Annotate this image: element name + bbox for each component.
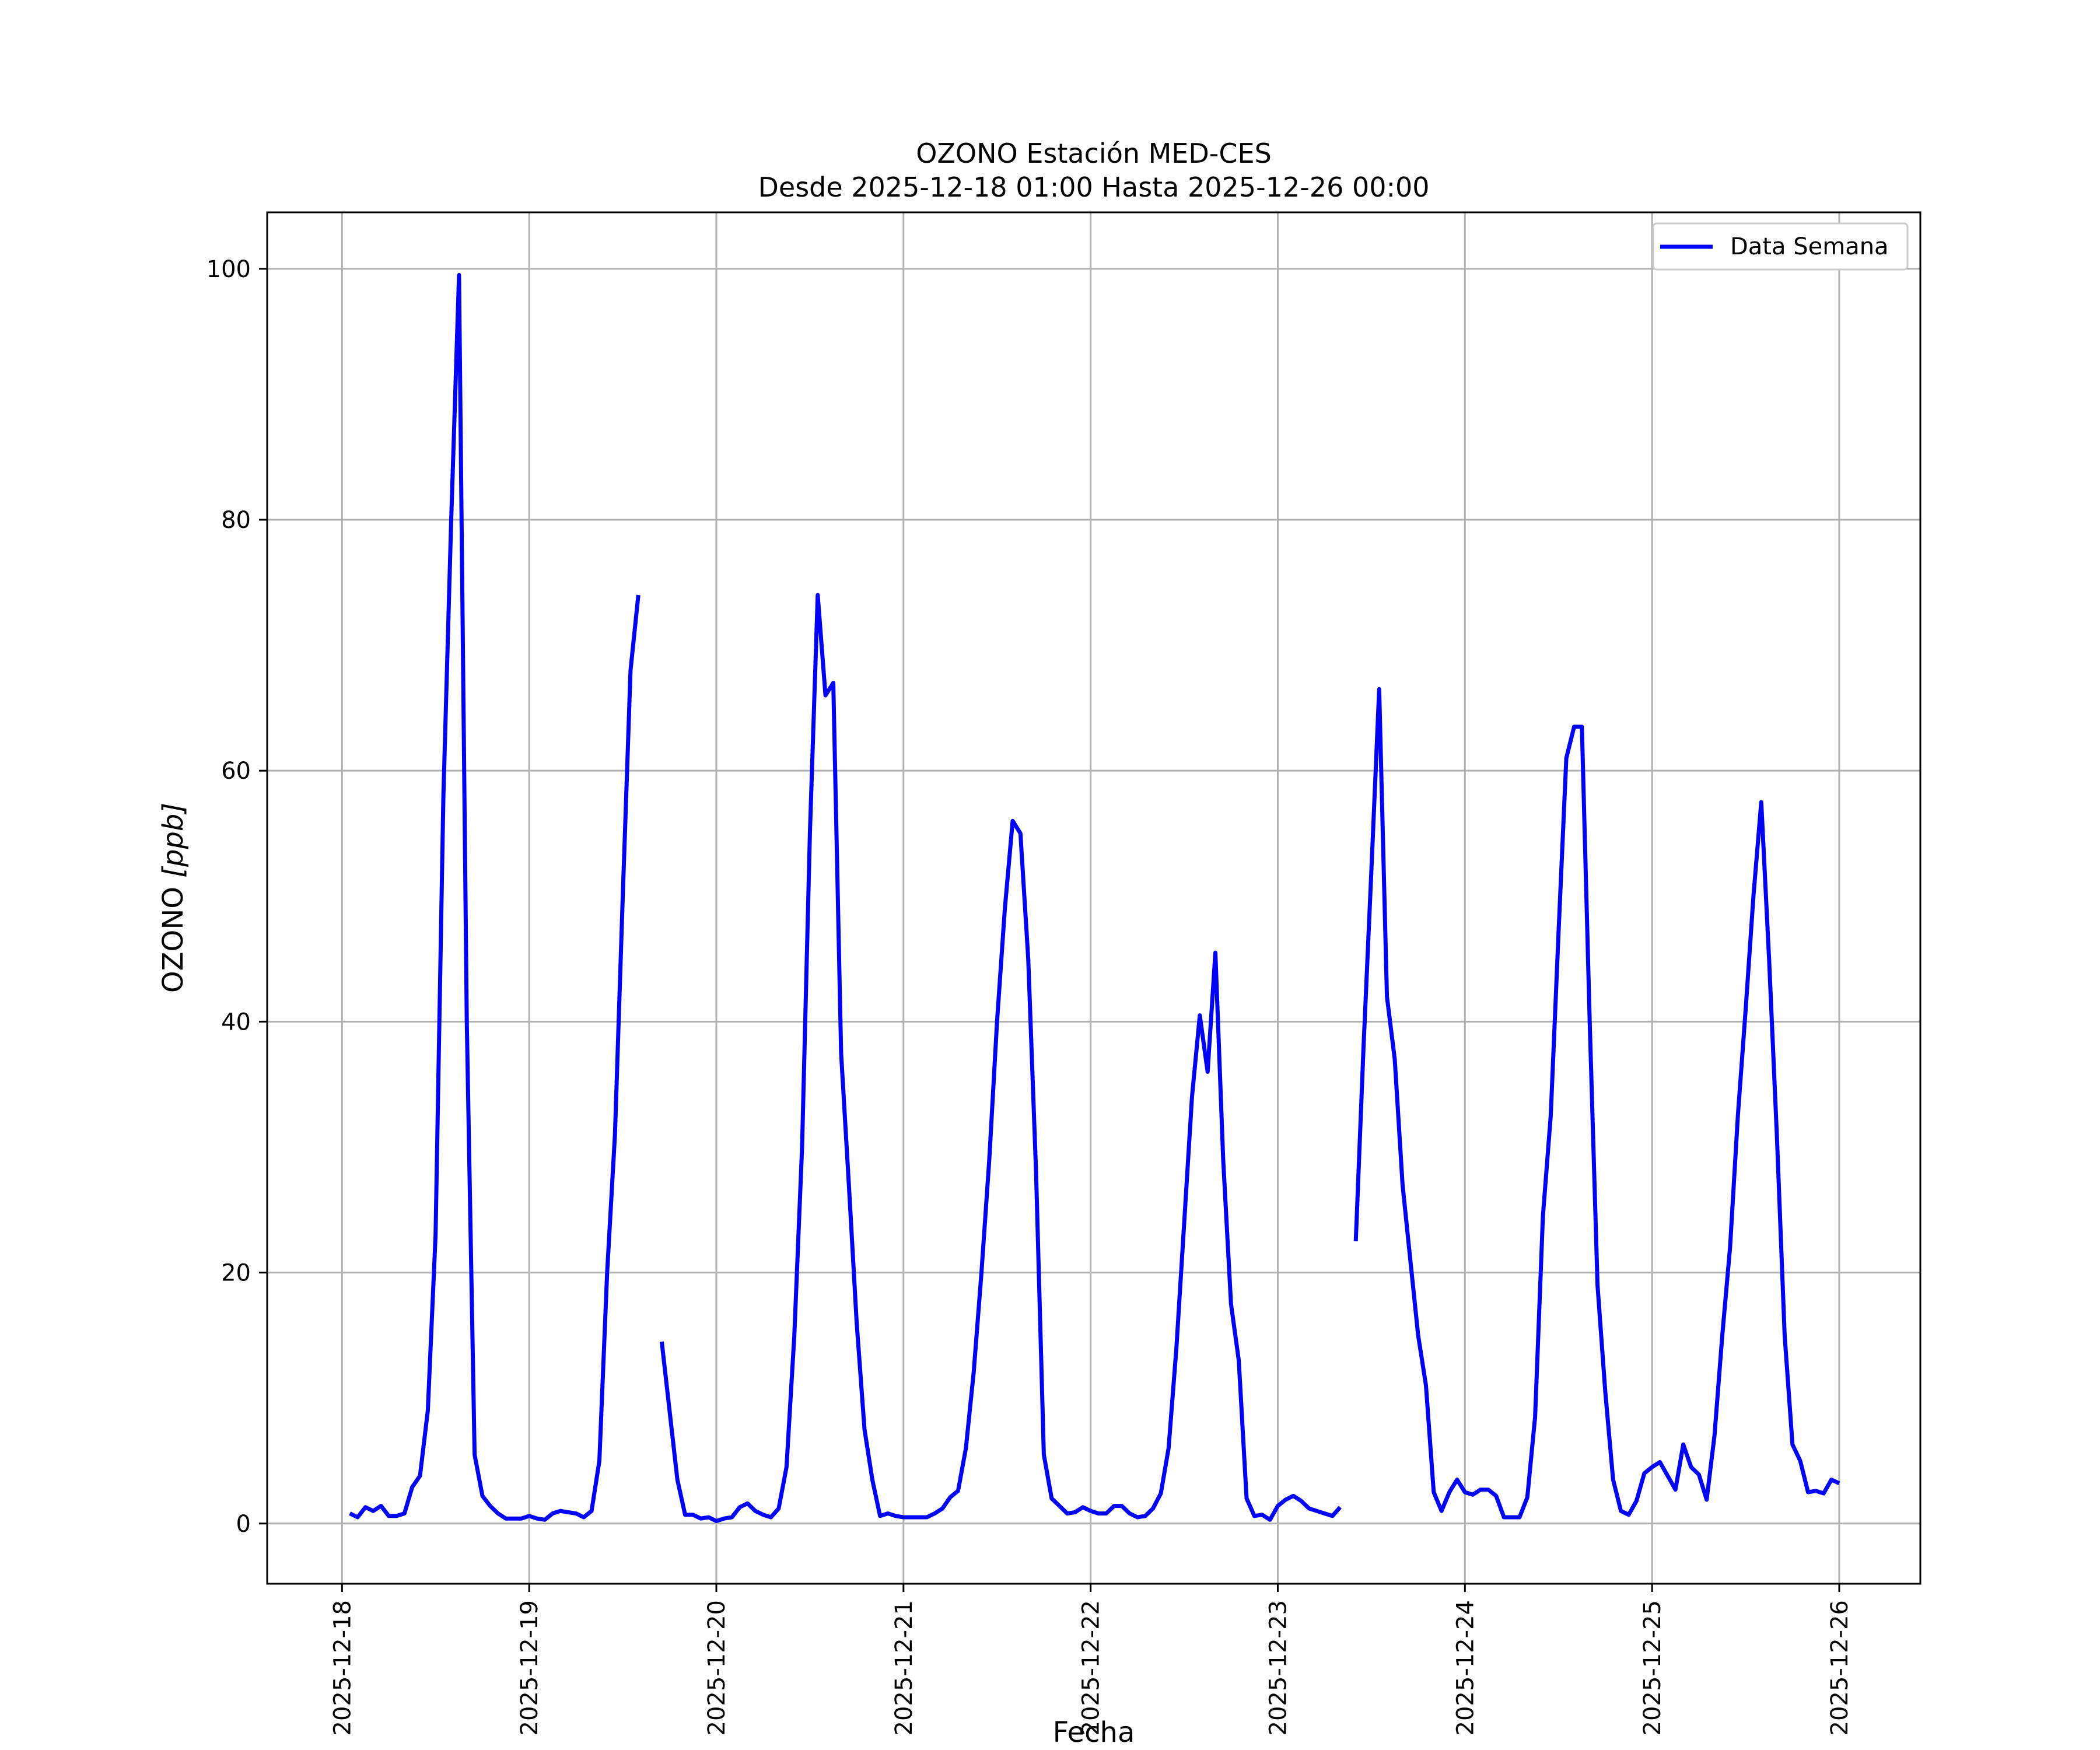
series-line-segment <box>659 593 1342 1523</box>
chart-title-line2: Desde 2025-12-18 01:00 Hasta 2025-12-26 … <box>758 172 1429 203</box>
series-line-segment <box>1353 687 1840 1520</box>
x-tick-label: 2025-12-25 <box>1639 1600 1666 1735</box>
grid-lines <box>267 212 1920 1584</box>
x-tick-label: 2025-12-24 <box>1452 1600 1479 1735</box>
y-tick-label: 20 <box>221 1260 251 1287</box>
legend: Data Semana <box>1652 222 1909 271</box>
series-lines <box>349 273 1840 1523</box>
chart-title-line1: OZONO Estación MED-CES <box>916 138 1272 169</box>
x-tick-label: 2025-12-18 <box>329 1600 356 1735</box>
y-tick-label: 40 <box>221 1009 251 1035</box>
y-axis-label-main: OZONO <box>157 878 190 993</box>
y-tick-label: 80 <box>221 507 251 534</box>
x-axis-label: Fecha <box>1053 1716 1135 1749</box>
x-tick-label: 2025-12-20 <box>704 1600 730 1735</box>
y-tick-label: 100 <box>206 256 251 283</box>
x-tick-label: 2025-12-21 <box>891 1600 918 1735</box>
y-axis-label-unit: [ppb] <box>157 803 190 878</box>
legend-box <box>1652 222 1909 271</box>
x-axis-ticks: 2025-12-18 2025-12-19 2025-12-20 2025-12-21… <box>329 1584 1853 1735</box>
x-tick-label: 2025-12-23 <box>1265 1600 1292 1735</box>
y-tick-label: 60 <box>221 758 251 785</box>
x-tick-label: 2025-12-22 <box>1078 1600 1105 1735</box>
series-line-segment <box>349 273 640 1522</box>
plot-frame <box>266 211 1922 1585</box>
y-axis-label: OZONO [ppb] <box>157 803 190 993</box>
y-axis-ticks: 0 20 40 60 80 100 <box>206 256 267 1538</box>
y-tick-label: 0 <box>236 1511 251 1538</box>
x-tick-label: 2025-12-26 <box>1826 1600 1853 1735</box>
legend-label: Data Semana <box>1730 233 1889 260</box>
x-tick-label: 2025-12-19 <box>516 1600 543 1735</box>
